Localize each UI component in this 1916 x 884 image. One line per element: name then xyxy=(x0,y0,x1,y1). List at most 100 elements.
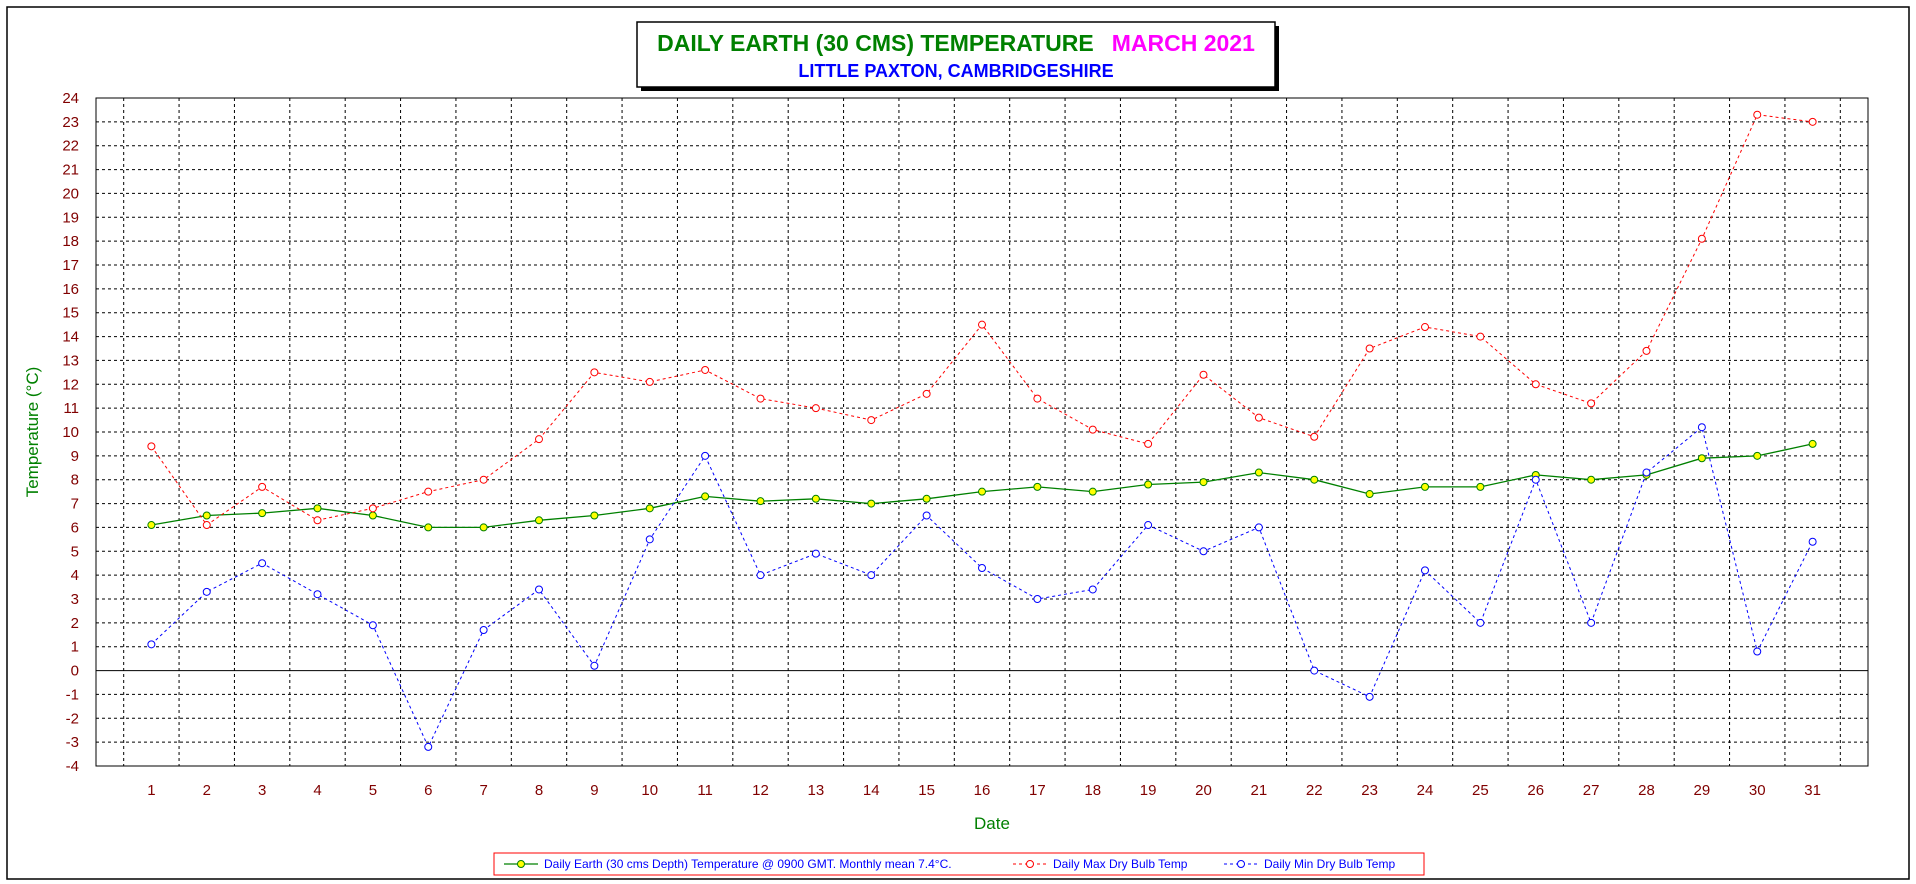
data-point-earth-temp xyxy=(1254,468,1263,477)
data-point-max-dry-bulb xyxy=(645,377,654,386)
x-tick-label: 16 xyxy=(974,782,991,799)
y-tick-label: 1 xyxy=(71,639,79,656)
series-max-dry-bulb xyxy=(147,110,1817,530)
legend-marker-earth-temp xyxy=(517,860,525,868)
data-point-earth-temp xyxy=(756,497,765,506)
data-point-max-dry-bulb xyxy=(1254,413,1263,422)
chart-title: DAILY EARTH (30 CMS) TEMPERATURE MARCH 20… xyxy=(657,30,1255,56)
x-tick-label: 31 xyxy=(1804,782,1821,799)
series-earth-temp xyxy=(147,439,1817,532)
y-tick-label: 17 xyxy=(62,257,79,274)
data-point-min-dry-bulb xyxy=(1753,647,1762,656)
x-tick-label: 29 xyxy=(1694,782,1711,799)
data-point-min-dry-bulb xyxy=(202,587,211,596)
legend-marker-min-dry-bulb xyxy=(1237,860,1245,868)
data-point-min-dry-bulb xyxy=(1144,521,1153,530)
data-point-earth-temp xyxy=(1808,439,1817,448)
data-point-max-dry-bulb xyxy=(756,394,765,403)
y-tick-label: -2 xyxy=(66,710,79,727)
y-tick-label: 8 xyxy=(71,472,79,489)
data-point-earth-temp xyxy=(258,509,267,518)
data-point-max-dry-bulb xyxy=(978,320,986,329)
data-point-earth-temp xyxy=(922,494,931,503)
y-tick-label: 6 xyxy=(71,519,79,536)
data-point-max-dry-bulb xyxy=(1421,323,1429,332)
data-point-earth-temp xyxy=(1476,482,1485,491)
data-point-earth-temp xyxy=(811,494,820,503)
x-tick-label: 28 xyxy=(1638,782,1655,799)
data-point-min-dry-bulb xyxy=(867,571,876,580)
data-point-min-dry-bulb xyxy=(1199,547,1208,556)
x-tick-label: 25 xyxy=(1472,782,1489,799)
data-point-earth-temp xyxy=(1753,451,1762,460)
y-tick-label: 15 xyxy=(62,305,79,322)
data-point-max-dry-bulb xyxy=(1310,432,1319,441)
chart-title-main: DAILY EARTH (30 CMS) TEMPERATURE xyxy=(657,30,1094,56)
x-tick-label: 11 xyxy=(697,782,713,799)
data-point-max-dry-bulb xyxy=(424,487,433,496)
data-point-min-dry-bulb xyxy=(147,640,156,649)
y-tick-label: 10 xyxy=(62,424,79,441)
legend-label-min-dry-bulb: Daily Min Dry Bulb Temp xyxy=(1264,857,1395,871)
grid xyxy=(96,98,1868,766)
data-point-min-dry-bulb xyxy=(756,571,765,580)
data-point-earth-temp xyxy=(645,504,654,513)
data-point-max-dry-bulb xyxy=(479,475,488,484)
legend-items: Daily Earth (30 cms Depth) Temperature @… xyxy=(504,857,1395,871)
y-tick-label: -4 xyxy=(66,758,79,775)
y-tick-label: 11 xyxy=(63,400,79,417)
data-point-max-dry-bulb xyxy=(202,521,211,530)
legend-label-max-dry-bulb: Daily Max Dry Bulb Temp xyxy=(1053,857,1188,871)
title-box-frame xyxy=(636,21,1276,88)
y-tick-label: 2 xyxy=(71,615,79,632)
data-point-max-dry-bulb xyxy=(147,442,156,451)
data-point-min-dry-bulb xyxy=(1088,585,1097,594)
data-point-max-dry-bulb xyxy=(867,416,876,425)
y-tick-label: 14 xyxy=(62,329,79,346)
data-point-earth-temp xyxy=(1365,490,1374,499)
data-point-max-dry-bulb xyxy=(313,516,322,525)
y-tick-label: 20 xyxy=(62,185,79,202)
y-tick-label: 12 xyxy=(62,376,79,393)
x-tick-label: 22 xyxy=(1306,782,1323,799)
data-point-max-dry-bulb xyxy=(1365,344,1374,353)
y-tick-label: 0 xyxy=(71,663,79,680)
y-axis-ticks: -4-3-2-101234567891011121314151617181920… xyxy=(62,90,79,775)
data-point-max-dry-bulb xyxy=(258,482,267,491)
x-tick-label: 1 xyxy=(147,782,155,799)
y-tick-label: 23 xyxy=(62,114,79,131)
x-tick-label: 8 xyxy=(535,782,543,799)
y-tick-label: 22 xyxy=(62,138,79,155)
legend-frame xyxy=(493,852,1425,876)
data-point-min-dry-bulb xyxy=(1365,692,1374,701)
data-point-min-dry-bulb xyxy=(1476,618,1485,627)
data-point-earth-temp xyxy=(1310,475,1319,484)
chart-subtitle: LITTLE PAXTON, CAMBRIDGESHIRE xyxy=(798,61,1113,81)
data-point-earth-temp xyxy=(1587,475,1596,484)
data-point-earth-temp xyxy=(1421,482,1429,491)
data-point-earth-temp xyxy=(1697,454,1706,463)
data-point-min-dry-bulb xyxy=(479,626,488,635)
y-tick-label: 9 xyxy=(71,448,79,465)
data-point-earth-temp xyxy=(202,511,211,520)
y-tick-label: 7 xyxy=(71,496,79,513)
data-point-min-dry-bulb xyxy=(535,585,543,594)
data-point-earth-temp xyxy=(535,516,543,525)
data-point-min-dry-bulb xyxy=(1697,423,1706,432)
data-point-min-dry-bulb xyxy=(1587,618,1596,627)
data-point-max-dry-bulb xyxy=(1697,234,1706,243)
x-axis-ticks: 1 2 3 4 5 6 7 8 9 10 11 12 13 14 15 16 17 18 19 20 21 22 23 24 2… xyxy=(147,782,1821,799)
data-point-earth-temp xyxy=(313,504,322,513)
x-tick-label: 20 xyxy=(1195,782,1212,799)
data-point-max-dry-bulb xyxy=(1753,110,1762,119)
data-point-max-dry-bulb xyxy=(1808,117,1817,126)
x-tick-label: 10 xyxy=(641,782,658,799)
data-point-max-dry-bulb xyxy=(1531,380,1540,389)
data-point-max-dry-bulb xyxy=(1476,332,1485,341)
data-point-earth-temp xyxy=(479,523,488,532)
data-point-earth-temp xyxy=(1199,478,1208,487)
data-point-max-dry-bulb xyxy=(1144,439,1153,448)
x-tick-label: 23 xyxy=(1361,782,1378,799)
data-point-earth-temp xyxy=(1144,480,1153,489)
data-point-min-dry-bulb xyxy=(922,511,931,520)
